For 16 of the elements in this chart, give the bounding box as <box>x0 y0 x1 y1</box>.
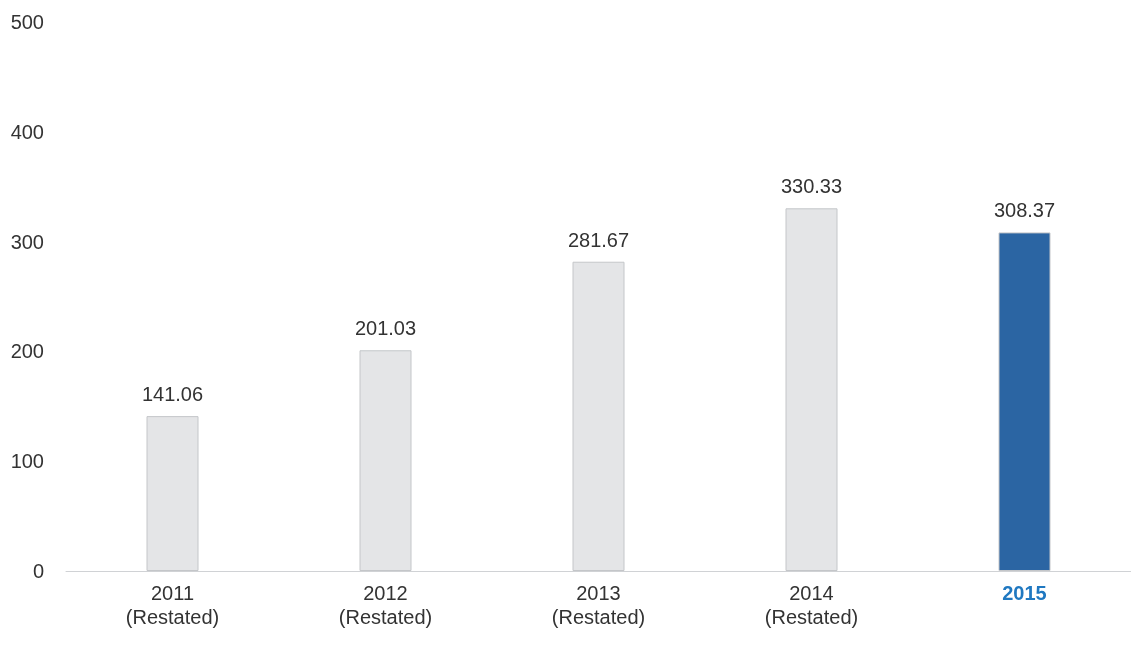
x-tick-label: 2015 <box>1002 582 1047 604</box>
data-label: 141.06 <box>141 383 204 406</box>
x-tick-label: 2013 (Restated) <box>551 582 646 628</box>
x-tick-label: 2014 (Restated) <box>764 582 859 628</box>
y-tick-label: 0 <box>32 560 44 582</box>
data-label: 201.03 <box>354 317 417 340</box>
data-label: 330.33 <box>780 175 843 198</box>
x-tick-label: 2012 (Restated) <box>338 582 433 628</box>
data-label: 281.67 <box>567 228 630 251</box>
y-tick-label: 100 <box>10 450 44 473</box>
x-tick-label: 2011 (Restated) <box>125 582 220 628</box>
y-tick-label: 300 <box>10 230 44 253</box>
data-label: 308.37 <box>993 199 1056 222</box>
y-tick-label: 200 <box>10 340 44 363</box>
y-tick-label: 500 <box>10 11 44 33</box>
y-tick-label: 400 <box>10 120 44 143</box>
